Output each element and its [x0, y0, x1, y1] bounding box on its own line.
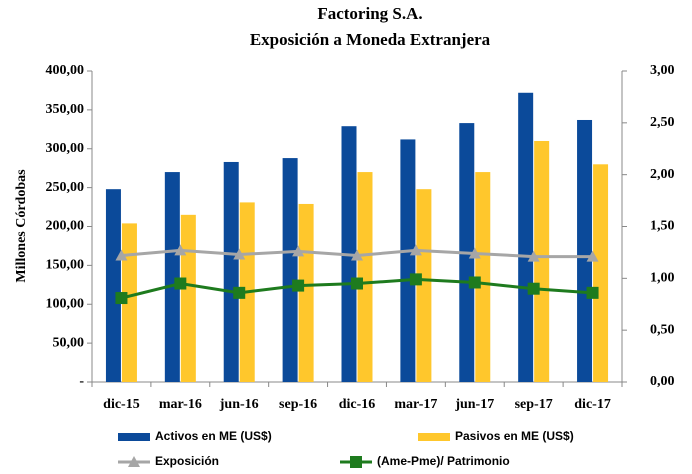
marker	[292, 245, 305, 257]
legend-label: Pasivos en ME (US$)	[455, 429, 574, 443]
bar	[298, 203, 314, 382]
y-tick-label: 300,00	[46, 141, 85, 156]
y2-tick-label: 2,50	[650, 115, 675, 130]
y-tick-label: 350,00	[46, 102, 85, 117]
chart-subtitle: Exposición a Moneda Extranjera	[250, 30, 491, 49]
bar	[223, 161, 239, 382]
bar	[164, 172, 180, 382]
x-tick-label: sep-17	[515, 397, 553, 412]
marker	[351, 249, 363, 261]
x-tick-label: sep-16	[279, 397, 317, 412]
bar	[577, 119, 593, 383]
y-tick-label: 200,00	[46, 219, 85, 234]
y-tick-label: 250,00	[46, 180, 85, 195]
marker	[409, 273, 422, 286]
marker	[468, 247, 481, 259]
y2-tick-label: 0,00	[650, 374, 675, 389]
bar	[121, 223, 137, 382]
bar	[416, 189, 432, 382]
y2-tick-label: 1,50	[650, 219, 675, 234]
y2-tick-label: 0,50	[650, 322, 675, 337]
y-tick-label: 150,00	[46, 258, 85, 273]
legend-label: Activos en ME (US$)	[155, 429, 272, 443]
marker	[409, 244, 422, 256]
legend-marker	[128, 456, 140, 467]
x-tick-label: jun-17	[454, 397, 494, 412]
marker	[292, 279, 305, 292]
bar	[593, 164, 609, 382]
marker	[351, 277, 363, 290]
marker	[468, 276, 481, 289]
bar	[400, 139, 416, 382]
x-tick-label: dic-17	[574, 397, 611, 412]
x-tick-label: jun-16	[219, 397, 259, 412]
y2-tick-label: 2,00	[650, 167, 675, 182]
x-tick-label: dic-16	[339, 397, 376, 412]
x-tick-label: dic-15	[103, 397, 140, 412]
bar	[105, 189, 121, 382]
bar	[180, 214, 196, 382]
chart-title: Factoring S.A.	[317, 4, 422, 23]
y2-tick-label: 3,00	[650, 63, 675, 78]
y-tick-label: 50,00	[53, 335, 85, 350]
marker	[115, 292, 128, 305]
legend-label: Exposición	[155, 454, 219, 468]
marker	[527, 282, 540, 295]
legend-label: (Ame-Pme)/ Patrimonio	[377, 454, 510, 468]
legend-marker	[350, 456, 362, 468]
marker	[174, 244, 187, 256]
x-tick-label: mar-17	[394, 397, 437, 412]
y2-tick-label: 1,00	[650, 271, 675, 286]
marker	[586, 250, 599, 262]
bar	[475, 172, 491, 382]
bar	[282, 158, 298, 382]
y-tick-label: 400,00	[46, 63, 85, 78]
y-tick-label: 100,00	[46, 296, 85, 311]
marker	[233, 248, 246, 260]
bar	[518, 92, 534, 383]
marker	[527, 250, 540, 262]
bar	[534, 140, 550, 382]
y-tick-label: -	[79, 374, 84, 389]
marker	[174, 277, 187, 290]
marker	[115, 249, 128, 261]
marker	[586, 286, 599, 299]
x-tick-label: mar-16	[159, 397, 202, 412]
y-axis-label: Millones Córdobas	[14, 169, 29, 283]
marker	[233, 286, 246, 299]
legend-swatch	[418, 433, 450, 441]
legend-swatch	[118, 433, 150, 441]
bar	[357, 172, 373, 382]
